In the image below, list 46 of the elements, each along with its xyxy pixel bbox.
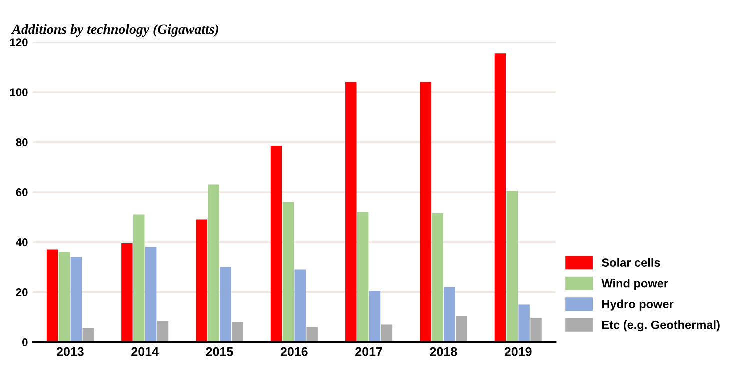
y-tick-label: 100 — [10, 88, 28, 96]
bar — [444, 287, 456, 342]
bar — [420, 82, 432, 342]
chart-title: Additions by technology (Gigawatts) — [12, 24, 219, 37]
bar — [369, 291, 381, 342]
x-tick-label: 2019 — [504, 347, 532, 356]
y-tick-label: 120 — [10, 38, 28, 46]
x-tick-label: 2015 — [206, 347, 234, 356]
y-tick-label: 40 — [16, 238, 28, 246]
bar — [530, 318, 542, 342]
bar — [196, 220, 208, 342]
bar — [46, 250, 58, 342]
x-tick-label: 2016 — [280, 347, 308, 356]
bar — [494, 54, 506, 342]
bar — [145, 247, 157, 342]
bar — [294, 270, 306, 342]
bar — [306, 327, 318, 342]
legend-label: Solar cells — [602, 258, 660, 267]
legend-label: Etc (e.g. Geothermal) — [602, 320, 720, 332]
bar — [357, 212, 369, 342]
bar — [58, 252, 70, 342]
bar — [432, 214, 444, 342]
bar — [456, 316, 468, 342]
bar — [270, 146, 282, 342]
bar — [282, 202, 294, 342]
bar — [506, 191, 518, 342]
y-tick-label: 60 — [16, 188, 28, 196]
bar — [208, 184, 220, 342]
bar — [232, 322, 244, 342]
y-tick-label: 0 — [22, 338, 28, 346]
y-tick-label: 80 — [16, 138, 28, 146]
x-tick-label: 2017 — [356, 347, 382, 356]
bar — [122, 244, 133, 342]
x-tick-label: 2013 — [56, 347, 84, 356]
x-tick-label: 2014 — [132, 347, 159, 356]
bar — [157, 320, 169, 342]
bar — [346, 82, 357, 342]
bar — [220, 267, 232, 342]
bar — [381, 324, 393, 342]
bar — [518, 304, 530, 342]
x-tick-label: 2018 — [430, 347, 458, 356]
y-tick-label: 20 — [16, 288, 28, 296]
bar — [134, 214, 145, 342]
legend-label: Hydro power — [602, 300, 674, 311]
bar — [70, 257, 82, 342]
legend-label: Wind power — [602, 279, 668, 290]
